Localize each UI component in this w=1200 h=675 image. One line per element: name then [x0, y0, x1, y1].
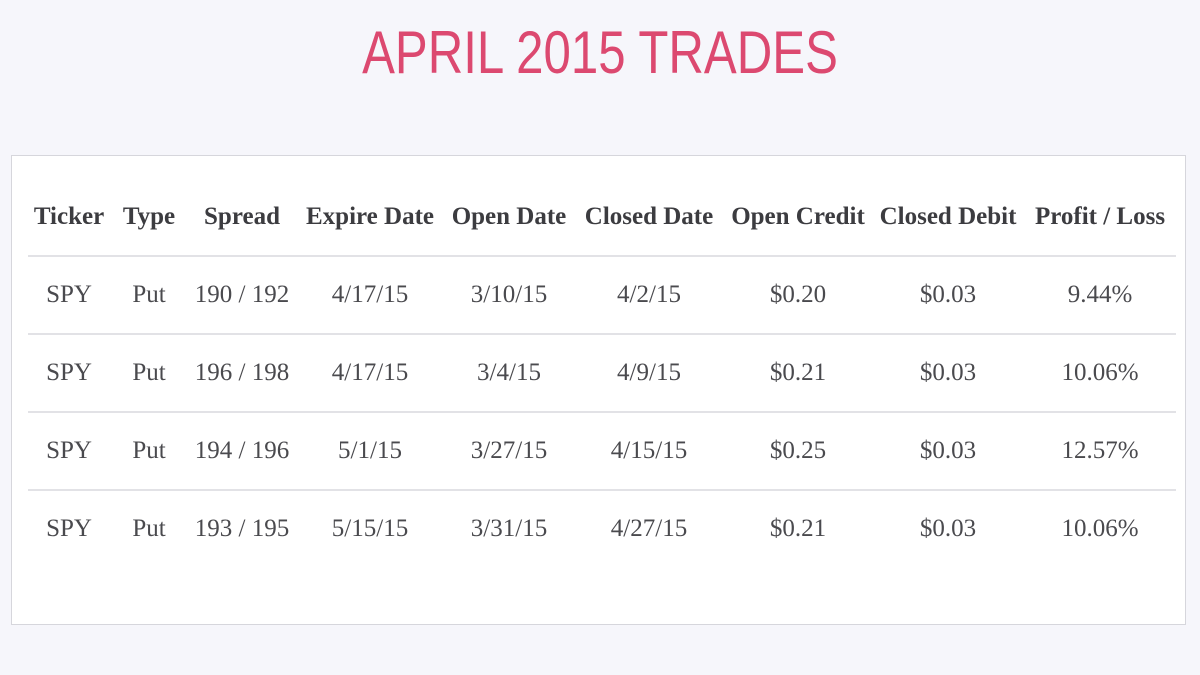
column-header-open-date: Open Date [444, 179, 574, 257]
cell-closed-debit: $0.03 [872, 412, 1024, 491]
cell-expire-date: 5/15/15 [331, 515, 409, 542]
cell-expire-date: 4/17/15 [296, 334, 444, 413]
column-header-spread: Spread [188, 179, 296, 257]
cell-closed-date: 4/9/15 [574, 334, 724, 413]
cell-open-date: 3/27/15 [444, 412, 574, 491]
column-header-open-credit: Open Credit [724, 179, 872, 257]
cell-profit-loss: 9.44% [1024, 256, 1176, 335]
cell-type: Put [110, 334, 188, 413]
column-header-expire-date: Expire Date [296, 179, 444, 257]
cell-open-credit: $0.21 [724, 334, 872, 413]
cell-type: Put [110, 412, 188, 491]
table-row: SPY Put 194 / 196 5/1/15 3/27/15 4/15/15… [28, 412, 1176, 491]
cell-ticker: SPY [28, 334, 110, 413]
cell-profit-loss: 10.06% [1024, 334, 1176, 413]
cell-closed-date: 4/27/15 [610, 515, 688, 542]
cell-open-credit: $0.21 [769, 515, 827, 542]
page-title: APRIL 2015 TRADES [362, 19, 838, 86]
cell-open-date: 3/31/15 [470, 515, 548, 542]
table-header-row: Ticker Type Spread Expire Date Open Date… [28, 179, 1176, 257]
trades-table-card: Ticker Type Spread Expire Date Open Date… [11, 155, 1186, 625]
table-row: SPY Put 190 / 192 4/17/15 3/10/15 4/2/15… [28, 256, 1176, 335]
column-header-type: Type [110, 179, 188, 257]
cell-spread: 196 / 198 [188, 334, 296, 413]
cell-type: Put [132, 515, 166, 542]
cell-closed-date: 4/15/15 [574, 412, 724, 491]
column-header-ticker: Ticker [28, 179, 110, 257]
cell-closed-debit: $0.03 [872, 334, 1024, 413]
cell-type: Put [110, 256, 188, 335]
column-header-closed-debit: Closed Debit [872, 179, 1024, 257]
cell-closed-debit: $0.03 [872, 256, 1024, 335]
cell-spread: 193 / 195 [194, 515, 290, 542]
cell-spread: 194 / 196 [188, 412, 296, 491]
cell-closed-debit: $0.03 [919, 515, 977, 542]
table-row: SPY Put 193 / 195 5/15/15 3/31/15 4/27/1… [28, 490, 1176, 567]
trades-table: Ticker Type Spread Expire Date Open Date… [28, 179, 1176, 567]
cell-open-date: 3/4/15 [444, 334, 574, 413]
cell-open-date: 3/10/15 [444, 256, 574, 335]
column-header-closed-date: Closed Date [574, 179, 724, 257]
cell-profit-loss: 10.06% [1061, 515, 1139, 542]
cell-ticker: SPY [28, 412, 110, 491]
cell-ticker: SPY [28, 256, 110, 335]
table-row: SPY Put 196 / 198 4/17/15 3/4/15 4/9/15 … [28, 334, 1176, 413]
cell-expire-date: 4/17/15 [296, 256, 444, 335]
cell-spread: 190 / 192 [188, 256, 296, 335]
column-header-profit-loss: Profit / Loss [1024, 179, 1176, 257]
cell-profit-loss: 12.57% [1024, 412, 1176, 491]
cell-open-credit: $0.25 [724, 412, 872, 491]
cell-expire-date: 5/1/15 [296, 412, 444, 491]
cell-ticker: SPY [46, 515, 92, 542]
cell-closed-date: 4/2/15 [574, 256, 724, 335]
cell-open-credit: $0.20 [724, 256, 872, 335]
